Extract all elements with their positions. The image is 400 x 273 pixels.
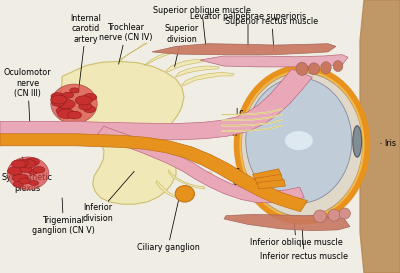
Ellipse shape xyxy=(314,210,326,222)
Ellipse shape xyxy=(33,167,45,173)
Ellipse shape xyxy=(246,78,352,203)
Polygon shape xyxy=(166,60,204,72)
Ellipse shape xyxy=(70,88,79,93)
Text: Trochlear
nerve (CN IV): Trochlear nerve (CN IV) xyxy=(99,23,153,64)
Ellipse shape xyxy=(333,61,343,72)
Polygon shape xyxy=(182,72,234,85)
Polygon shape xyxy=(360,0,400,273)
Ellipse shape xyxy=(328,209,340,221)
Polygon shape xyxy=(252,169,282,180)
Ellipse shape xyxy=(25,158,40,166)
Ellipse shape xyxy=(19,178,30,184)
Ellipse shape xyxy=(16,159,28,166)
Ellipse shape xyxy=(51,93,64,100)
Ellipse shape xyxy=(12,160,26,168)
Ellipse shape xyxy=(8,167,23,175)
Text: Oculomotor
nerve
(CN III): Oculomotor nerve (CN III) xyxy=(4,68,52,124)
Ellipse shape xyxy=(30,180,38,185)
Ellipse shape xyxy=(52,100,64,106)
Polygon shape xyxy=(152,44,336,55)
Ellipse shape xyxy=(68,111,82,119)
Polygon shape xyxy=(224,214,350,231)
Ellipse shape xyxy=(241,72,363,217)
Text: Iris: Iris xyxy=(381,139,396,148)
Polygon shape xyxy=(175,66,219,77)
Text: Superior
division: Superior division xyxy=(165,24,199,67)
Ellipse shape xyxy=(20,166,32,173)
Ellipse shape xyxy=(84,106,96,112)
Text: Ciliary ganglion: Ciliary ganglion xyxy=(137,197,199,251)
Text: Sympathetic
plexus: Sympathetic plexus xyxy=(2,157,53,193)
Polygon shape xyxy=(0,69,312,140)
Ellipse shape xyxy=(28,169,38,174)
Ellipse shape xyxy=(58,109,75,118)
Polygon shape xyxy=(173,160,212,174)
Ellipse shape xyxy=(51,95,67,104)
Ellipse shape xyxy=(13,181,24,187)
Text: Long
ciliary
nerves: Long ciliary nerves xyxy=(231,108,258,138)
Ellipse shape xyxy=(63,92,74,98)
Polygon shape xyxy=(257,180,286,189)
Ellipse shape xyxy=(51,84,97,123)
Ellipse shape xyxy=(175,186,194,202)
Text: Superior oblique muscle: Superior oblique muscle xyxy=(153,7,251,45)
Ellipse shape xyxy=(21,159,36,168)
Ellipse shape xyxy=(84,94,97,101)
Text: Trigeminal
ganglion (CN V): Trigeminal ganglion (CN V) xyxy=(32,198,95,235)
Ellipse shape xyxy=(308,63,320,75)
Polygon shape xyxy=(0,134,308,212)
Polygon shape xyxy=(144,51,175,66)
Polygon shape xyxy=(120,43,147,61)
Ellipse shape xyxy=(94,129,102,137)
Ellipse shape xyxy=(58,99,75,109)
Ellipse shape xyxy=(321,62,331,74)
Ellipse shape xyxy=(339,208,350,219)
Polygon shape xyxy=(200,55,348,67)
Text: Short
ciliary
nerves: Short ciliary nerves xyxy=(231,168,258,198)
Ellipse shape xyxy=(296,62,308,75)
Ellipse shape xyxy=(66,111,78,118)
Text: Inferior oblique muscle: Inferior oblique muscle xyxy=(250,222,342,247)
Ellipse shape xyxy=(13,174,28,183)
Text: Levator palpebrae superioris: Levator palpebrae superioris xyxy=(190,12,306,48)
Polygon shape xyxy=(168,170,205,189)
Ellipse shape xyxy=(56,106,71,115)
Ellipse shape xyxy=(79,103,92,110)
Polygon shape xyxy=(255,174,283,185)
Ellipse shape xyxy=(285,131,313,150)
Polygon shape xyxy=(156,181,184,200)
Text: Inferior
division: Inferior division xyxy=(83,171,134,223)
Polygon shape xyxy=(96,126,304,203)
Ellipse shape xyxy=(75,96,92,105)
Text: Inferior rectus muscle: Inferior rectus muscle xyxy=(260,228,348,260)
Text: Superior rectus muscle: Superior rectus muscle xyxy=(226,17,318,51)
Text: Internal
carotid
artery: Internal carotid artery xyxy=(70,14,102,93)
Ellipse shape xyxy=(353,126,362,157)
Polygon shape xyxy=(59,61,184,204)
Ellipse shape xyxy=(7,157,49,190)
